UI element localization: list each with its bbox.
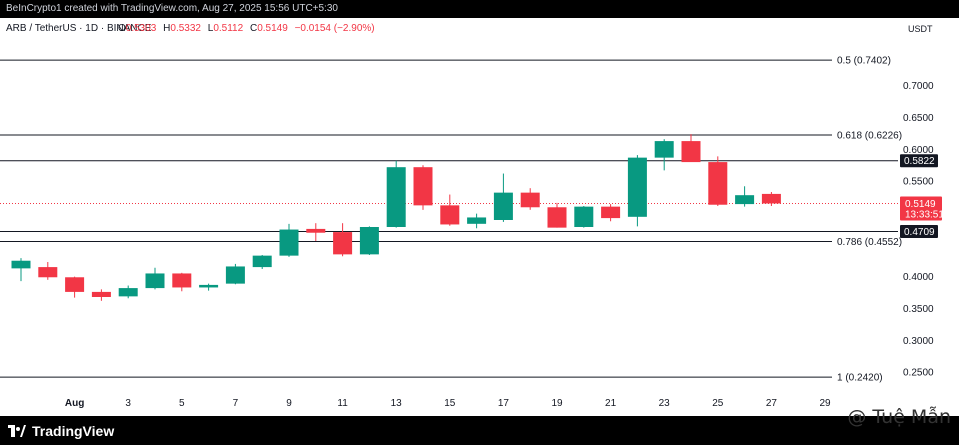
candle-down	[440, 205, 460, 225]
candle-down	[172, 273, 192, 288]
candle-down	[91, 291, 111, 297]
legend-low-label: L	[208, 23, 214, 34]
x-tick-label: 15	[444, 398, 456, 409]
fib-levels: 0.5 (0.7402) 0.618 (0.6226) 0.786 (0.4552)…	[0, 56, 902, 384]
candle-down	[38, 267, 58, 278]
time-axis[interactable]: Aug 3 5 7 9 11 13 15 17 19 21 23 25 27 29	[65, 398, 831, 409]
current-price-box	[900, 196, 942, 221]
candle-up	[118, 288, 138, 297]
credit-bar: BeInCrypto1 created with TradingView.com…	[0, 0, 959, 18]
x-tick-label: 13	[391, 398, 403, 409]
legend-ohlc: O0.5303 H0.5332 L0.5112 C0.5149 −0.0154 …	[118, 23, 375, 34]
fib-level-label: 1 (0.2420)	[837, 373, 883, 384]
candle-down	[681, 141, 701, 163]
y-tick-label: 0.7000	[903, 81, 934, 92]
candle-up	[359, 227, 379, 255]
x-tick-label: 29	[819, 398, 831, 409]
candle-down	[708, 162, 728, 205]
candle-up	[493, 192, 513, 220]
x-tick-label: 11	[337, 398, 348, 409]
price-axis[interactable]: 0.2500 0.3000 0.3500 0.4000 0.5500 0.6000 0.65…	[900, 81, 944, 379]
x-tick-label: 19	[551, 398, 563, 409]
candle-down	[333, 232, 353, 255]
candle-down	[413, 167, 433, 206]
candle-down	[65, 277, 85, 292]
y-tick-label: 0.6000	[903, 145, 934, 156]
candle-up	[225, 266, 245, 284]
x-tick-label: 27	[766, 398, 778, 409]
candle-up	[467, 217, 487, 224]
legend-low: 0.5112	[213, 23, 243, 34]
author-watermark: @ Tuệ Mẫn	[847, 406, 951, 428]
legend-high: 0.5332	[170, 23, 201, 34]
candle-up	[11, 260, 31, 269]
y-tick-label: 0.4000	[903, 272, 934, 283]
legend-symbol[interactable]: ARB / TetherUS · 1D · BINANCE	[6, 23, 152, 34]
candle-down	[520, 192, 540, 208]
candle-up	[252, 255, 272, 268]
legend-open: 0.5303	[126, 23, 157, 34]
x-tick-label: 21	[605, 398, 617, 409]
legend-change: −0.0154 (−2.90%)	[295, 23, 375, 34]
countdown-label: 13:33:51	[905, 210, 944, 221]
y-tick-label: 0.2500	[903, 368, 934, 379]
x-tick-label: 23	[659, 398, 671, 409]
x-tick-label: 9	[286, 398, 292, 409]
y-tick-label: 0.3000	[903, 336, 934, 347]
chart-area[interactable]: 0.5 (0.7402) 0.618 (0.6226) 0.786 (0.4552)…	[0, 18, 959, 416]
y-tick-label: 0.5500	[903, 177, 934, 188]
candle-up	[279, 229, 299, 256]
x-tick-label: 5	[179, 398, 185, 409]
price-tag-box	[900, 225, 938, 239]
x-tick-label: 25	[712, 398, 724, 409]
tradingview-logo-icon	[8, 425, 26, 437]
footer-bar: TradingView	[0, 416, 959, 445]
candle-down	[601, 206, 621, 219]
candle-up	[627, 157, 647, 217]
x-tick-label: 3	[125, 398, 131, 409]
legend-close: 0.5149	[257, 23, 288, 34]
current-price-label: 0.5149	[905, 199, 936, 210]
axis-currency: USDT	[908, 24, 933, 34]
fib-level-label: 0.786 (0.4552)	[837, 237, 902, 248]
x-tick-label: 7	[233, 398, 239, 409]
price-tag-label: 0.5822	[904, 156, 935, 167]
legend-close-label: C	[250, 23, 257, 34]
candle-up	[386, 167, 406, 227]
candle-down	[306, 228, 326, 233]
candlestick-chart[interactable]: 0.5 (0.7402) 0.618 (0.6226) 0.786 (0.4552)…	[0, 18, 959, 416]
x-tick-label: Aug	[65, 398, 84, 409]
candle-up	[654, 141, 674, 158]
candle-up	[199, 284, 219, 288]
candle-up	[574, 206, 594, 227]
tradingview-logo[interactable]: TradingView	[8, 423, 114, 439]
y-tick-label: 0.3500	[903, 304, 934, 315]
y-tick-label: 0.6500	[903, 113, 934, 124]
legend-open-label: O	[118, 23, 126, 34]
price-tag-box	[900, 154, 938, 168]
candle-down	[547, 207, 567, 228]
tradingview-logo-text: TradingView	[32, 423, 115, 439]
candle-down	[761, 193, 781, 204]
legend-high-label: H	[163, 23, 170, 34]
candle-up	[145, 273, 165, 289]
price-tag-label: 0.4709	[904, 227, 935, 238]
candle-up	[735, 195, 755, 205]
fib-level-label: 0.5 (0.7402)	[837, 56, 891, 67]
credit-text: BeInCrypto1 created with TradingView.com…	[6, 3, 338, 14]
x-tick-label: 17	[498, 398, 510, 409]
candles	[11, 134, 781, 301]
fib-level-label: 0.618 (0.6226)	[837, 130, 902, 141]
